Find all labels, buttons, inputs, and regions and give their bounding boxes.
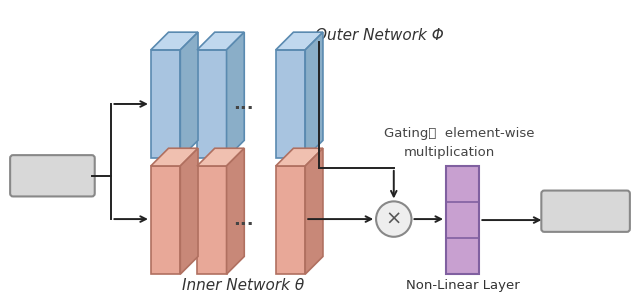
Polygon shape [197,50,227,158]
Text: Non-Linear Layer: Non-Linear Layer [406,279,520,292]
Polygon shape [276,166,305,274]
Polygon shape [227,148,244,274]
Polygon shape [227,32,244,158]
FancyBboxPatch shape [541,191,630,232]
Polygon shape [180,148,198,274]
Polygon shape [276,32,323,50]
Polygon shape [151,148,198,166]
Polygon shape [197,166,227,274]
Text: ...: ... [233,211,253,229]
Text: ×: × [385,210,402,229]
Circle shape [376,201,412,237]
FancyBboxPatch shape [10,155,95,196]
Polygon shape [151,50,180,158]
Bar [446,166,479,274]
Polygon shape [276,148,323,166]
Polygon shape [305,32,323,158]
Polygon shape [151,166,180,274]
Polygon shape [180,32,198,158]
Polygon shape [276,50,305,158]
Text: Inner Network θ: Inner Network θ [182,278,305,293]
Text: Outer Network Φ: Outer Network Φ [315,28,444,43]
Polygon shape [151,32,198,50]
Text: multiplication: multiplication [404,146,495,159]
Text: Gating：  element-wise: Gating： element-wise [384,127,534,140]
Text: Output: Output [559,204,612,219]
Text: Input: Input [33,168,72,183]
Polygon shape [305,148,323,274]
Polygon shape [197,148,244,166]
Polygon shape [197,32,244,50]
Text: ...: ... [233,95,253,113]
